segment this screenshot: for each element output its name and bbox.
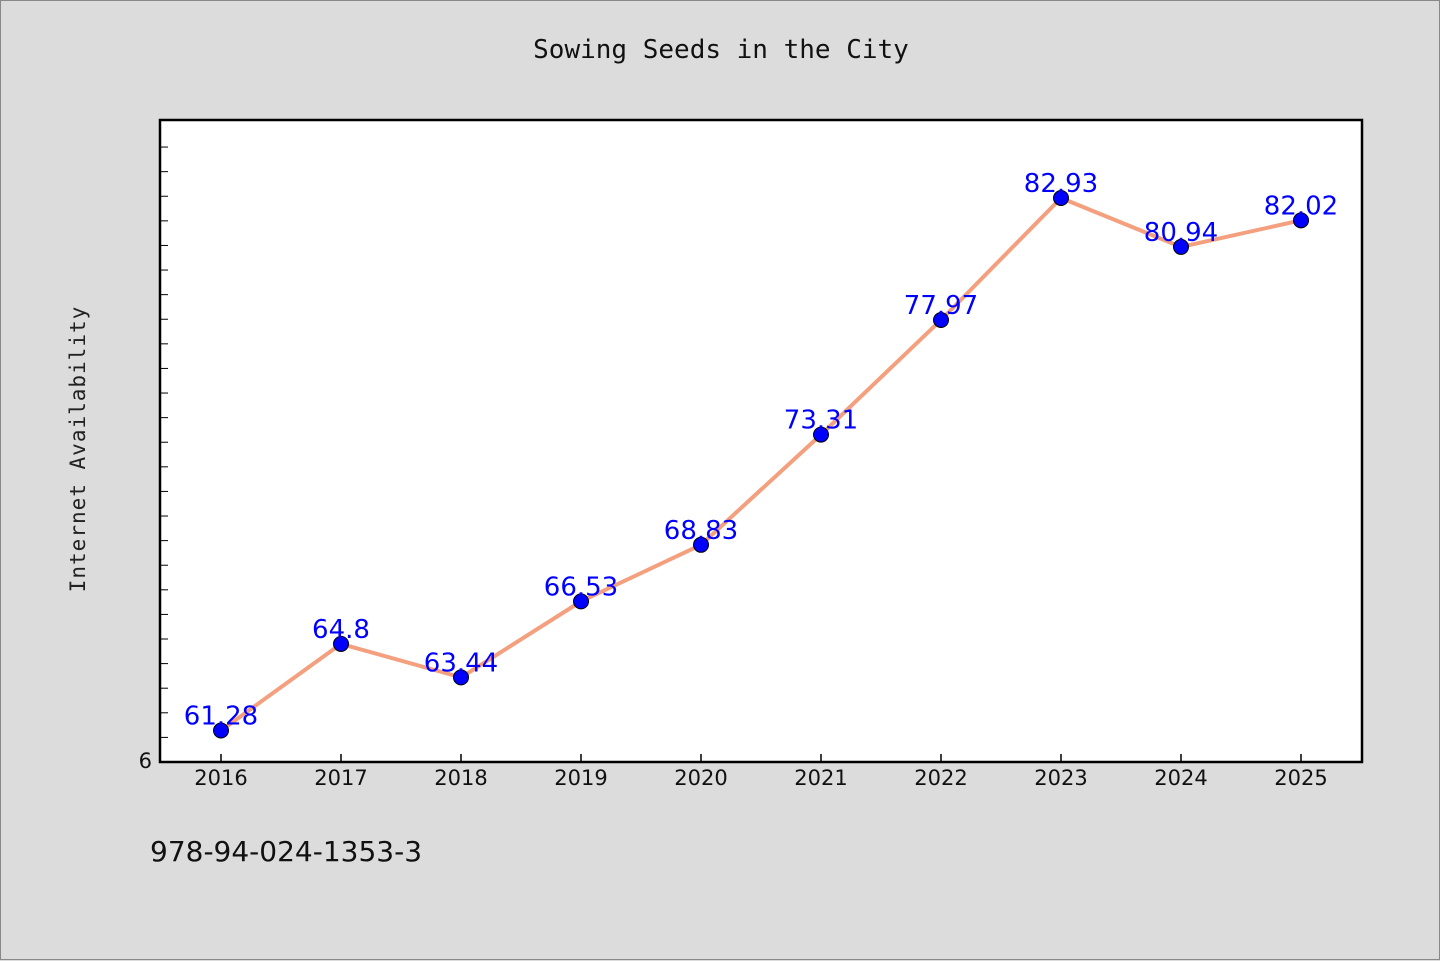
plot-area	[158, 118, 1364, 764]
x-tick-label-2018: 2018	[434, 766, 487, 790]
data-label-2021: 73.31	[784, 406, 858, 436]
x-tick-label-2016: 2016	[194, 766, 247, 790]
y-axis-label: Internet Availability	[66, 306, 90, 593]
x-tick-label-2025: 2025	[1274, 766, 1327, 790]
data-label-2017: 64.8	[312, 615, 370, 645]
x-tick-label-2021: 2021	[794, 766, 847, 790]
data-label-2022: 77.97	[904, 291, 978, 321]
x-tick-label-2022: 2022	[914, 766, 967, 790]
data-point-2021	[813, 426, 829, 443]
data-point-2016	[213, 722, 229, 739]
x-tick-label-2023: 2023	[1034, 766, 1087, 790]
x-axis-ticks: 2016 2017 2018 2019 2020 2021 2022 2023 2024 2025	[194, 754, 1328, 790]
data-label-2018: 63.44	[424, 648, 498, 678]
data-label-2019: 66.53	[544, 572, 618, 602]
data-label-2023: 82.93	[1024, 169, 1098, 199]
series-line-0	[219, 195, 1302, 733]
chart-title: Sowing Seeds in the City	[533, 35, 909, 65]
data-point-2020	[693, 536, 709, 553]
data-label-2025: 82.02	[1264, 191, 1338, 221]
data-point-2019	[573, 593, 589, 610]
y-axis-ticks: 6	[139, 146, 168, 773]
data-point-2022	[933, 311, 949, 328]
series-layer: 61.28 64.8 63.44 66.53 68.83 73.31 77.97 82.93 8…	[184, 169, 1338, 739]
data-point-2023	[1053, 189, 1069, 206]
data-label-2016: 61.28	[184, 702, 258, 732]
x-tick-label-2024: 2024	[1154, 766, 1207, 790]
x-tick-label-2017: 2017	[314, 766, 367, 790]
data-point-2024	[1173, 238, 1189, 255]
data-label-2024: 80.94	[1144, 218, 1218, 248]
data-point-2017	[333, 635, 349, 652]
isbn-code: 978-94-024-1353-3	[150, 835, 423, 868]
y-tick-label-0: 6	[139, 749, 152, 773]
x-tick-label-2019: 2019	[554, 766, 607, 790]
data-point-2025	[1293, 212, 1309, 229]
x-tick-label-2020: 2020	[674, 766, 727, 790]
data-label-2020: 68.83	[664, 516, 738, 546]
data-point-2018	[453, 669, 469, 686]
